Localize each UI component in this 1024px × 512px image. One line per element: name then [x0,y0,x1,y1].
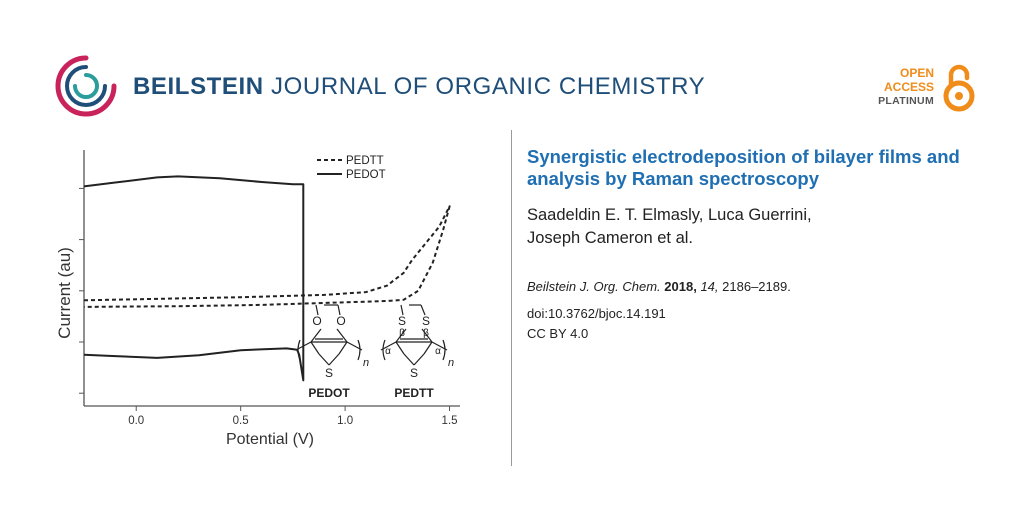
citation: Beilstein J. Org. Chem. 2018, 14, 2186–2… [527,279,997,294]
authors-line-2: Joseph Cameron et al. [527,229,694,247]
legend: PEDTT PEDOT [317,155,386,181]
pedot-o-left: O [312,314,321,328]
series-line-pedtt [83,205,451,308]
beilstein-logo-icon [55,55,117,117]
x-axis-label: Potential (V) [226,431,314,448]
open-access-text: OPEN ACCESS PLATINUM [878,66,934,108]
article-authors: Saadeldin E. T. Elmasly, Luca Guerrini, … [527,204,997,250]
pedtt-alpha-left: α [385,346,391,357]
y-axis-label: Current (au) [55,247,74,339]
pedtt-alpha-right: α [435,346,441,357]
series-line-pedot [83,175,305,382]
pedtt-s-right: S [422,314,430,328]
x-tick-label: 0.5 [233,415,249,427]
authors-line-1: Saadeldin E. T. Elmasly, Luca Guerrini, [527,206,812,224]
x-tick-label: 1.5 [442,415,458,427]
pedot-sulfur: S [325,366,333,380]
license-text: CC BY 4.0 [527,326,589,341]
legend-label-pedtt: PEDTT [346,155,384,167]
x-ticks: 0.0 0.5 1.0 1.5 [128,406,458,427]
citation-pages: 2186–2189. [722,279,791,294]
pedtt-label: PEDTT [394,386,434,400]
oa-line-open: OPEN [899,66,934,80]
graphical-abstract-figure: 0.0 0.5 1.0 1.5 Potential (V) Current (au) … [55,150,460,448]
citation-year: 2018, [664,279,697,294]
oa-line-platinum: PLATINUM [878,95,934,107]
pedot-repeat-n: n [363,357,369,369]
doi-link[interactable]: doi:10.3762/bjoc.14.191 [527,306,666,321]
pedtt-s-left: S [398,314,406,328]
article-title[interactable]: Synergistic electrodeposition of bilayer… [527,146,960,189]
journal-name-strong: BEILSTEIN [133,73,264,100]
pedtt-structure [380,304,448,366]
citation-journal: Beilstein J. Org. Chem. [527,279,661,294]
vertical-divider [511,130,512,466]
oa-line-access: ACCESS [883,80,934,94]
pedtt-beta-left: β [399,328,405,339]
pedtt-beta-right: β [423,328,429,339]
pedtt-sulfur: S [410,366,418,380]
journal-name: BEILSTEIN JOURNAL OF ORGANIC CHEMISTRY [133,72,705,102]
pedot-label: PEDOT [308,386,350,400]
citation-volume: 14, [700,279,719,294]
journal-name-rest: JOURNAL OF ORGANIC CHEMISTRY [271,73,706,100]
pedtt-repeat-n: n [448,357,454,369]
x-tick-label: 1.0 [337,415,353,427]
x-tick-label: 0.0 [128,415,144,427]
pedot-o-right: O [336,314,345,328]
y-ticks [79,187,84,394]
series-layer [83,175,451,382]
open-access-badge: OPEN ACCESS PLATINUM [868,64,980,116]
open-lock-icon [943,64,975,112]
legend-label-pedot: PEDOT [346,169,386,181]
pedot-structure [295,304,363,366]
